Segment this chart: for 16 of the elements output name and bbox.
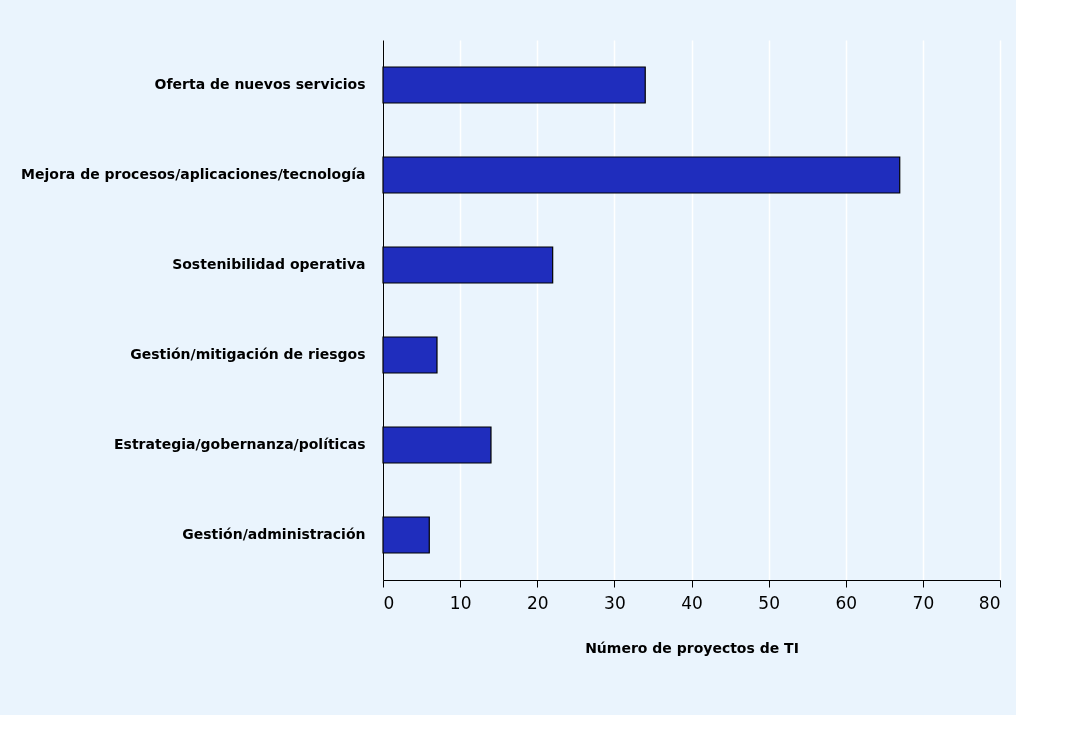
- x-axis-title: Número de proyectos de TI: [585, 639, 799, 656]
- x-tick-label: 70: [912, 592, 935, 613]
- x-tick-label: 30: [604, 592, 626, 613]
- x-tick-label: 20: [526, 592, 549, 613]
- x-tick-label: 40: [681, 592, 703, 613]
- y-tick-label: Estrategia/gobernanza/políticas: [114, 436, 366, 452]
- x-tick-label: 60: [835, 592, 858, 613]
- x-tick-label: 80: [978, 592, 1001, 613]
- x-tick-label: 10: [449, 592, 472, 613]
- y-tick-label: Oferta de nuevos servicios: [154, 76, 366, 92]
- x-tick-label: 0: [383, 592, 395, 613]
- y-tick-label: Gestión/administración: [182, 526, 366, 542]
- x-tick-label: 50: [758, 592, 780, 613]
- y-tick-label: Mejora de procesos/aplicaciones/tecnología: [21, 166, 366, 182]
- y-tick-label: Gestión/mitigación de riesgos: [130, 346, 366, 362]
- y-tick-label: Sostenibilidad operativa: [172, 256, 366, 272]
